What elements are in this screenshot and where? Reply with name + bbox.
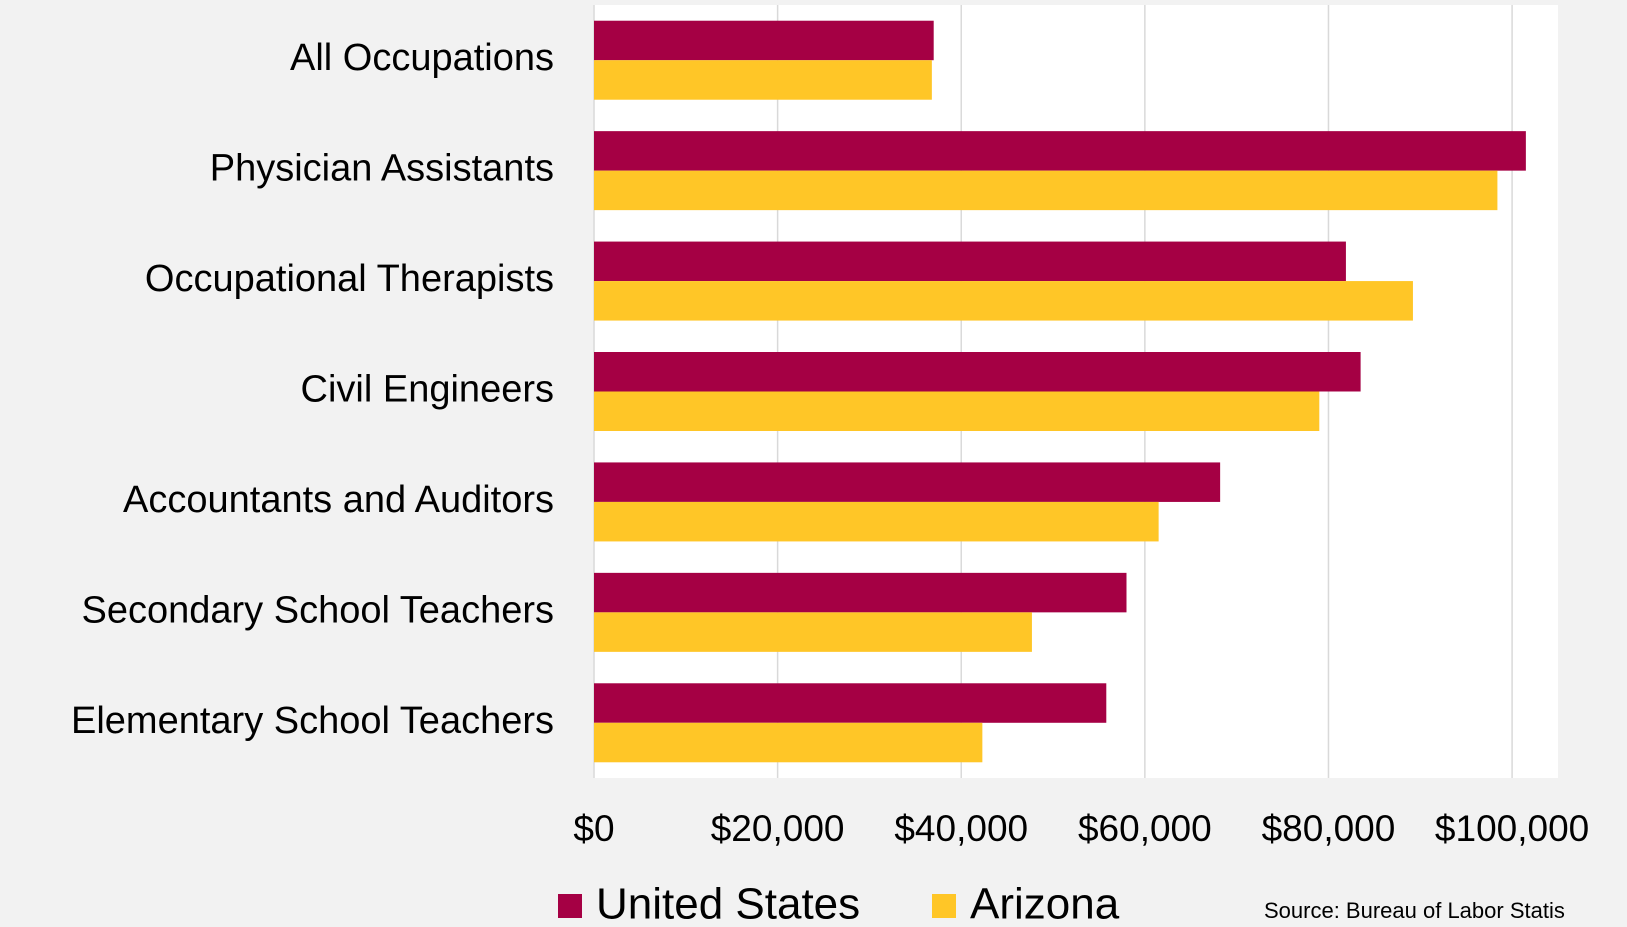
- category-label: All Occupations: [290, 37, 554, 79]
- bar: [594, 170, 1498, 211]
- x-tick-label: $0: [573, 808, 614, 849]
- category-label: Secondary School Teachers: [82, 589, 554, 631]
- x-tick-label: $100,000: [1435, 808, 1589, 849]
- bar: [594, 281, 1413, 321]
- category-label: Accountants and Auditors: [123, 479, 554, 521]
- bar: [594, 391, 1320, 431]
- legend-label: United States: [596, 880, 860, 927]
- bar: [594, 241, 1346, 282]
- category-label: Physician Assistants: [210, 148, 554, 190]
- bar: [594, 501, 1159, 542]
- bar: [594, 60, 932, 100]
- bar: [594, 352, 1361, 392]
- bar: [594, 131, 1526, 171]
- bar: [594, 683, 1107, 723]
- x-tick-label: $80,000: [1262, 808, 1396, 849]
- x-tick-label: $20,000: [711, 808, 845, 849]
- legend-label: Arizona: [970, 880, 1120, 927]
- category-label: Elementary School Teachers: [71, 700, 554, 742]
- legend-swatch: [932, 894, 956, 918]
- bar: [594, 722, 983, 763]
- bar: [594, 462, 1221, 502]
- x-tick-label: $60,000: [1078, 808, 1212, 849]
- legend-swatch: [558, 894, 582, 918]
- x-tick-label: $40,000: [894, 808, 1028, 849]
- bar: [594, 20, 934, 61]
- source-note: Source: Bureau of Labor Statis: [1264, 898, 1565, 923]
- bar: [594, 612, 1032, 652]
- bar: [594, 572, 1127, 613]
- category-label: Occupational Therapists: [145, 258, 554, 300]
- category-label: Civil Engineers: [301, 369, 554, 411]
